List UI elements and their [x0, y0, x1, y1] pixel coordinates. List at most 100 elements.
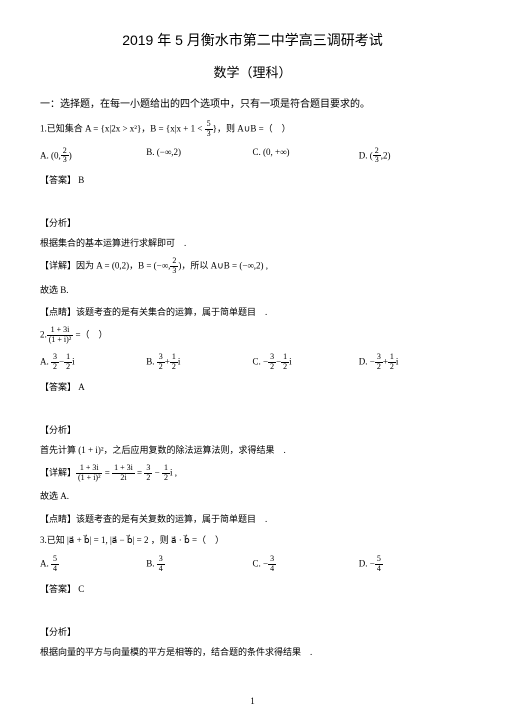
d: 2: [170, 363, 178, 372]
q1-conclusion: 故选 B.: [40, 282, 465, 298]
i: i: [178, 356, 181, 366]
num: 2.: [40, 330, 47, 340]
l: C. −: [253, 356, 269, 366]
l: A.: [40, 356, 51, 366]
d: 2: [64, 363, 72, 372]
f: 54: [51, 555, 59, 574]
label: D.: [359, 150, 370, 160]
q1-point: 【点睛】该题考查的是有关集合的运算，属于简单题目 .: [40, 304, 465, 320]
i: i ,: [170, 467, 177, 477]
f: 1 + 3i2i: [112, 464, 135, 483]
q1-optD: D. (23,2): [359, 147, 465, 166]
f: 32: [51, 353, 59, 372]
q1-optA: A. (0,23): [40, 147, 146, 166]
q3-stem: 3.已知 |a⃗ + b⃗| = 1, |a⃗ − b⃗| = 2 ，则 a⃗ …: [40, 533, 465, 547]
d: 3: [61, 156, 69, 165]
q1-stem: 1.已知集合 A = {x|2x > x²}，B = {x|x + 1 < 53…: [40, 120, 465, 139]
d: 4: [157, 565, 165, 574]
l: B.: [146, 558, 157, 568]
f: 34: [268, 555, 276, 574]
q1-answer: 【答案】 B: [40, 173, 465, 186]
d: 2: [388, 363, 396, 372]
f: 12: [170, 353, 178, 372]
text: 【详解】因为 A = (0,2)，B =: [40, 261, 154, 271]
q3-options: A. 54 B. 34 C. −34 D. −54: [40, 555, 465, 574]
f: 54: [375, 555, 383, 574]
d: 2: [375, 363, 383, 372]
q2-conclusion: 故选 A.: [40, 488, 465, 504]
q2-optA: A. 32−12i: [40, 353, 146, 372]
l: D. −: [359, 356, 375, 366]
f: 32: [157, 353, 165, 372]
section-heading: 一：选择题，在每一小题给出的四个选项中，只有一项是符合题目要求的。: [40, 95, 465, 110]
q3-optC: C. −34: [253, 555, 359, 574]
q1-optB: B. (−∞,2): [146, 147, 252, 166]
text: =（ ）: [73, 330, 107, 340]
l: A.: [40, 558, 51, 568]
f: 1 + 3i(1 + i)²: [76, 464, 102, 483]
l: C. −: [253, 558, 269, 568]
q3-optB: B. 34: [146, 555, 252, 574]
q2-frac: 1 + 3i(1 + i)²: [47, 326, 73, 345]
d: 2: [157, 363, 165, 372]
l: D. −: [359, 558, 375, 568]
d: (1 + i)²: [76, 474, 102, 483]
text: ，所以 A∪B = (−∞,2) ,: [181, 261, 268, 271]
q3-analysis-text: 根据向量的平方与向量模的平方是相等的，结合题的条件求得结果 .: [40, 644, 465, 660]
d: 4: [51, 565, 59, 574]
q2-analysis-label: 【分析】: [40, 423, 465, 436]
paren: ,2): [381, 150, 391, 160]
q1-stem-pre: 1.已知集合 A = {x|2x > x²}，B = {x|x + 1 <: [40, 123, 205, 133]
f: 34: [157, 555, 165, 574]
i: i: [72, 356, 75, 366]
q2-point: 【点睛】该题考查的是有关复数的运算，属于简单题目 .: [40, 511, 465, 527]
frac: 23: [61, 147, 69, 166]
i: i: [396, 356, 399, 366]
label: A.: [40, 150, 51, 160]
q1-analysis-text: 根据集合的基本运算进行求解即可 .: [40, 235, 465, 251]
i: i: [289, 356, 292, 366]
q3-answer: 【答案】 C: [40, 582, 465, 595]
f: 32: [375, 353, 383, 372]
f: 12: [64, 353, 72, 372]
op: −: [152, 467, 162, 477]
q3-optA: A. 54: [40, 555, 146, 574]
q3-analysis-label: 【分析】: [40, 625, 465, 638]
q2-optB: B. 32+12i: [146, 353, 252, 372]
paren: (−∞,: [154, 261, 171, 271]
paren: ): [69, 150, 72, 160]
d: 2i: [112, 474, 135, 483]
f: 32: [268, 353, 276, 372]
exam-subject: 数学（理科）: [40, 62, 465, 81]
q2-optD: D. −32+12i: [359, 353, 465, 372]
paren: (0,: [51, 150, 61, 160]
frac: 23: [373, 147, 381, 166]
f: 12: [281, 353, 289, 372]
q2-analysis-text: 首先计算 (1 + i)²，之后应用复数的除法运算法则，求得结果 .: [40, 442, 465, 458]
l: 【详解】: [40, 467, 76, 477]
d: 4: [375, 565, 383, 574]
d: 2: [268, 363, 276, 372]
q1-optC: C. (0, +∞): [253, 147, 359, 166]
d: 4: [268, 565, 276, 574]
eq: =: [135, 467, 145, 477]
d: 2: [281, 363, 289, 372]
l: B.: [146, 356, 157, 366]
q2-detail: 【详解】1 + 3i(1 + i)² = 1 + 3i2i = 32 − 12i…: [40, 464, 465, 483]
d: 2: [162, 474, 170, 483]
q1-options: A. (0,23) B. (−∞,2) C. (0, +∞) D. (23,2): [40, 147, 465, 166]
f: 12: [162, 464, 170, 483]
page-number: 1: [250, 696, 255, 706]
d: 2: [51, 363, 59, 372]
q1-analysis-label: 【分析】: [40, 216, 465, 229]
eq: =: [102, 467, 112, 477]
exam-title: 2019 年 5 月衡水市第二中学高三调研考试: [40, 30, 465, 50]
q2-options: A. 32−12i B. 32+12i C. −32−12i D. −32+12…: [40, 353, 465, 372]
q2-answer: 【答案】 A: [40, 380, 465, 393]
q1-detail: 【详解】因为 A = (0,2)，B = (−∞,23)，所以 A∪B = (−…: [40, 257, 465, 276]
q2-stem: 2.1 + 3i(1 + i)² =（ ）: [40, 326, 465, 345]
d: 3: [373, 156, 381, 165]
d: (1 + i)²: [47, 336, 73, 345]
q3-optD: D. −54: [359, 555, 465, 574]
q1-stem-post: }，则 A∪B =（ ）: [213, 123, 291, 133]
